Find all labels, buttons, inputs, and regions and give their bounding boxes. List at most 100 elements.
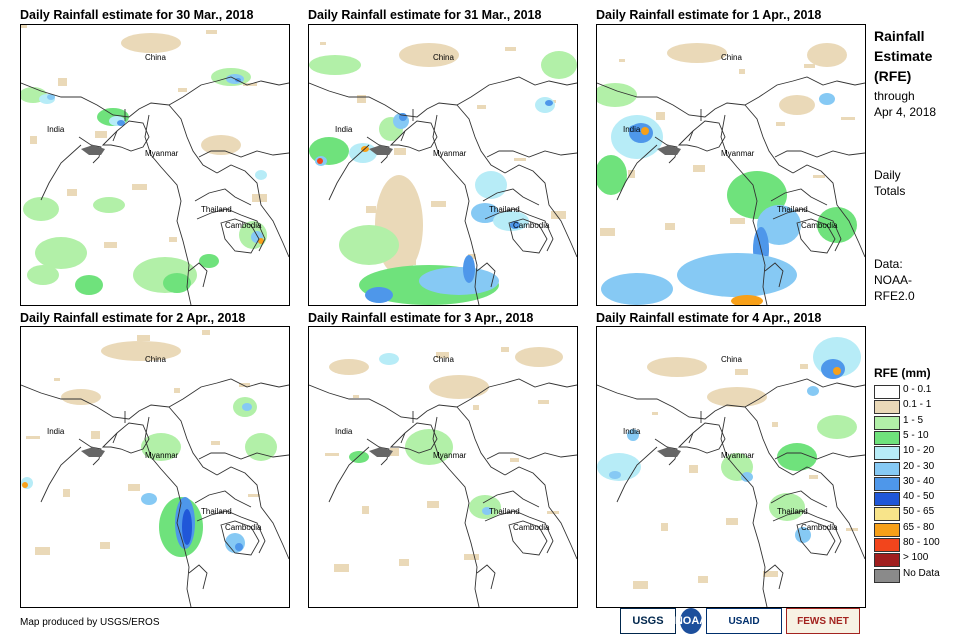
light-rain-speckle	[804, 64, 815, 68]
country-border	[770, 490, 828, 508]
country-border	[112, 411, 126, 444]
light-rain-speckle	[665, 223, 675, 230]
map-panel-2: China India Myanmar Thailand Cambodia	[308, 24, 578, 306]
light-rain-speckle	[128, 484, 140, 491]
legend-label: 50 - 65	[903, 506, 935, 518]
rainfall-cell	[117, 120, 125, 126]
light-rain-speckle	[776, 122, 785, 126]
country-border	[432, 114, 480, 305]
rainfall-cell	[817, 207, 857, 243]
country-border	[40, 446, 82, 503]
light-rain-speckle	[656, 112, 665, 120]
country-border	[772, 208, 842, 252]
logo-noaa: NOAA	[675, 608, 707, 634]
country-border	[796, 218, 836, 254]
light-rain-speckle	[633, 581, 648, 589]
country-label-india: India	[47, 427, 65, 436]
rainfall-cell	[597, 83, 637, 107]
light-rain-speckle	[600, 228, 615, 236]
country-border	[616, 144, 658, 201]
light-rain-speckle	[698, 576, 708, 583]
rainfall-cell	[819, 93, 835, 105]
country-border	[796, 520, 836, 556]
country-border	[220, 520, 260, 556]
light-rain-speckle	[739, 69, 745, 74]
country-border	[389, 120, 438, 152]
logo-fews-net: FEWS NET	[786, 608, 860, 634]
light-rain-speckle	[538, 400, 549, 404]
rainfall-cell	[339, 225, 399, 265]
rainfall-cell	[833, 367, 841, 375]
country-label-thailand: Thailand	[777, 205, 808, 214]
light-rain-speckle	[661, 523, 668, 531]
data-line3: RFE2.0	[874, 289, 915, 303]
light-rain-speckle	[505, 47, 516, 51]
rainfall-cell	[379, 353, 399, 365]
rainfall-cell	[35, 237, 87, 269]
rainfall-cell	[47, 94, 55, 100]
light-rain-speckle	[551, 211, 566, 219]
light-rain-speckle	[477, 105, 486, 109]
country-label-india: India	[623, 125, 641, 134]
country-border	[508, 218, 548, 254]
country-border	[456, 76, 577, 106]
rainfall-cell	[258, 238, 264, 244]
rainfall-map	[21, 330, 289, 607]
rainfall-cell	[757, 205, 801, 245]
light-rain-speckle	[248, 494, 260, 497]
rainfall-cell	[245, 433, 277, 461]
legend-swatch	[874, 507, 900, 522]
rainfall-map	[597, 43, 865, 305]
country-border	[188, 564, 208, 590]
rainfall-cell	[545, 100, 553, 106]
rainfall-cell	[405, 429, 453, 465]
rainfall-cell	[365, 287, 393, 303]
legend-swatch	[874, 492, 900, 507]
data-line2: NOAA-	[874, 273, 913, 287]
country-label-india: India	[623, 427, 641, 436]
rainfall-cell	[255, 170, 267, 180]
light-rain-speckle	[91, 431, 100, 439]
legend-label: 10 - 20	[903, 445, 935, 457]
country-border	[720, 114, 768, 305]
country-border	[597, 82, 746, 118]
rainfall-cell	[93, 197, 125, 213]
legend-swatch	[874, 400, 900, 415]
country-label-myanmar: Myanmar	[145, 149, 179, 158]
country-border	[78, 438, 102, 466]
country-border	[168, 378, 289, 408]
country-border	[744, 406, 794, 476]
country-border	[168, 406, 218, 476]
legend-label: 1 - 5	[903, 414, 924, 426]
rainfall-cell	[731, 295, 763, 305]
light-rain-speckle	[394, 148, 406, 155]
light-rain-speckle	[431, 201, 446, 207]
country-label-cambodia: Cambodia	[225, 523, 262, 532]
through-line1: through	[874, 89, 915, 103]
legend-label: No Data	[903, 567, 940, 579]
legend-swatch	[874, 430, 900, 445]
country-border	[482, 490, 540, 508]
rainfall-cell	[677, 253, 797, 297]
country-label-china: China	[433, 53, 454, 62]
country-label-myanmar: Myanmar	[721, 451, 755, 460]
country-label-cambodia: Cambodia	[801, 221, 838, 230]
country-border	[792, 164, 865, 258]
rainfall-cell	[471, 203, 499, 223]
light-rain-speckle	[362, 506, 369, 514]
light-rain-speckle	[689, 465, 698, 473]
rainfall-cell	[329, 359, 369, 375]
map-panel-1: China India Myanmar Thailand Cambodia	[20, 24, 290, 306]
country-border	[688, 411, 702, 444]
country-border	[772, 510, 842, 554]
map-panel-5: China India Myanmar Thailand Cambodia	[308, 326, 578, 608]
light-rain-speckle	[334, 564, 349, 572]
light-rain-speckle	[809, 475, 818, 479]
country-border	[774, 452, 865, 460]
rainfall-cell	[482, 507, 492, 515]
daily-line1: Daily	[874, 168, 901, 182]
country-border	[198, 150, 289, 158]
country-label-china: China	[145, 53, 166, 62]
panel-title-1: Daily Rainfall estimate for 30 Mar., 201…	[20, 8, 254, 22]
light-rain-speckle	[763, 571, 778, 577]
